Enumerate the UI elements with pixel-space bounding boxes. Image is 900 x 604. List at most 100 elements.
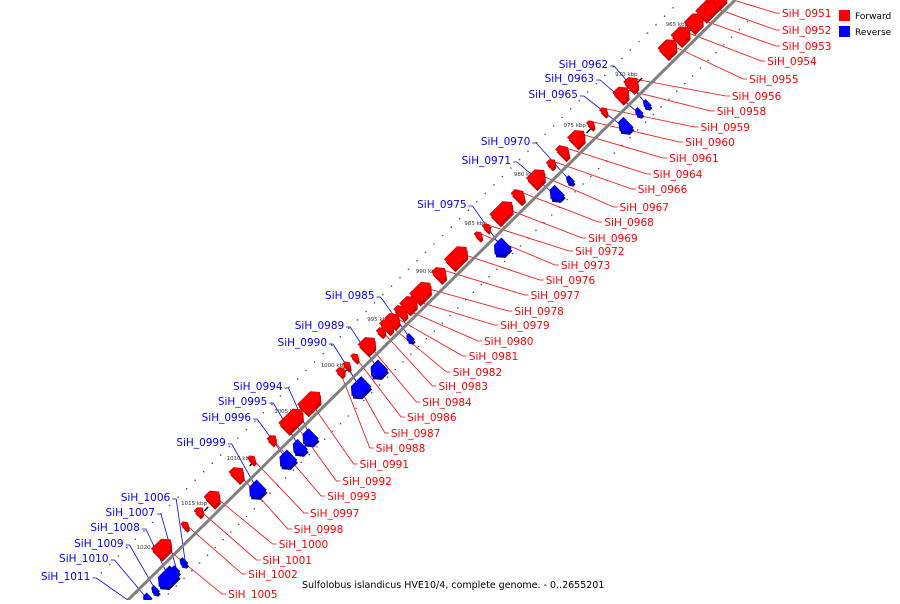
- guide-dot: [292, 469, 295, 471]
- gene-feature-reverse: [302, 428, 319, 445]
- gene-leader-reverse: [610, 65, 650, 108]
- guide-dot: [416, 260, 418, 262]
- kbp-label: 1015 kbp: [181, 501, 207, 507]
- gene-leader-forward: [532, 171, 618, 208]
- gene-features: [135, 0, 728, 604]
- guide-dot: [590, 175, 592, 178]
- gene-feature-forward: [567, 130, 585, 148]
- guide-dot: [194, 479, 196, 482]
- gene-label-forward: SiH_0973: [561, 260, 610, 272]
- gene-label-forward: SiH_0986: [407, 412, 457, 424]
- guide-dot: [450, 226, 453, 228]
- gene-leader-reverse: [532, 142, 573, 184]
- gene-label-reverse: SiH_0996: [202, 412, 252, 424]
- gene-label-forward: SiH_0992: [342, 476, 391, 488]
- guide-dot: [621, 57, 623, 60]
- footer-caption: Sulfolobus islandicus HVE10/4, complete …: [302, 580, 604, 591]
- guide-dot: [167, 593, 170, 595]
- gene-feature-forward: [545, 159, 556, 169]
- guide-dot: [566, 198, 569, 201]
- guide-dot: [253, 508, 256, 510]
- gene-label-forward: SiH_0983: [439, 381, 488, 393]
- gene-feature-reverse: [179, 557, 189, 566]
- guide-dot: [202, 470, 205, 473]
- guide-dot: [330, 344, 333, 347]
- guide-dot: [655, 23, 657, 26]
- guide-dot: [574, 191, 576, 193]
- guide-dot: [433, 330, 436, 332]
- gene-label-forward: SiH_1005: [228, 589, 277, 600]
- gene-leader-forward: [588, 120, 684, 143]
- gene-feature-forward: [585, 120, 595, 130]
- gene-leader-reverse: [157, 513, 179, 574]
- gene-label-forward: SiH_0993: [327, 491, 376, 503]
- guide-dot: [410, 353, 412, 355]
- gene-label-reverse: SiH_1006: [121, 492, 171, 504]
- guide-dot: [262, 411, 265, 414]
- gene-feature-reverse: [549, 184, 565, 201]
- guide-dot: [425, 337, 428, 340]
- gene-label-forward: SiH_0980: [484, 336, 533, 348]
- guide-dot: [449, 314, 451, 317]
- guide-dot: [373, 302, 376, 304]
- gene-leader-reverse: [92, 577, 135, 604]
- gene-leader-reverse: [376, 296, 413, 342]
- gene-leader-forward: [338, 367, 374, 449]
- guide-dot: [211, 462, 213, 465]
- guide-dot: [300, 461, 303, 464]
- guide-dot: [501, 175, 504, 178]
- guide-dot: [279, 395, 282, 397]
- gene-label-reverse: SiH_0963: [545, 73, 594, 85]
- guide-dot: [467, 209, 470, 211]
- gene-label-forward: SiH_0977: [531, 290, 580, 302]
- guide-dot: [715, 51, 717, 54]
- guide-dot: [175, 585, 177, 587]
- gene-leader-forward: [305, 395, 358, 465]
- gene-leader-forward: [378, 327, 437, 387]
- guide-dot: [458, 217, 461, 220]
- guide-dot: [636, 129, 639, 131]
- guide-dot: [629, 49, 632, 51]
- gene-feature-forward: [695, 0, 716, 22]
- gene-leader-reverse: [596, 79, 642, 116]
- guide-dot: [143, 530, 145, 532]
- guide-dot: [519, 245, 522, 247]
- gene-leader-forward: [417, 285, 513, 312]
- guide-dot: [198, 562, 201, 564]
- guide-dot: [561, 116, 563, 119]
- gene-label-reverse: SiH_0975: [417, 199, 466, 211]
- gene-leader-forward: [182, 521, 247, 575]
- gene-label-reverse: SiH_1008: [90, 522, 139, 534]
- gene-leader-forward: [363, 338, 421, 403]
- gene-label-forward: SiH_0964: [653, 169, 703, 181]
- gene-feature-forward: [430, 267, 447, 283]
- kbp-label: 985 kbp: [464, 221, 487, 227]
- guide-dot: [407, 268, 410, 271]
- kbp-label: 975 kbp: [564, 123, 587, 129]
- gene-label-reverse: SiH_1010: [59, 553, 108, 565]
- gene-leader-forward: [476, 231, 559, 266]
- guide-dot: [100, 572, 103, 574]
- gene-leader-forward: [498, 205, 587, 239]
- guide-dot: [550, 214, 553, 216]
- guide-dot: [390, 285, 393, 288]
- gene-leader-forward: [208, 491, 277, 545]
- guide-dot: [644, 121, 647, 123]
- guide-dot: [510, 167, 512, 169]
- gene-feature-forward: [599, 107, 608, 117]
- guide-dot: [738, 28, 741, 31]
- guide-dot: [441, 234, 444, 237]
- guide-dot: [206, 554, 209, 556]
- gene-feature-forward: [555, 145, 570, 160]
- gene-feature-reverse: [143, 592, 153, 603]
- gene-leader-forward: [196, 507, 261, 561]
- guide-dot: [496, 268, 498, 270]
- gene-feature-forward: [247, 455, 256, 465]
- guide-dot: [484, 192, 487, 195]
- guide-dot: [683, 82, 686, 85]
- gene-label-forward: SiH_0988: [376, 443, 425, 455]
- gene-label-forward: SiH_0954: [767, 56, 817, 68]
- gene-label-forward: SiH_0997: [310, 508, 359, 520]
